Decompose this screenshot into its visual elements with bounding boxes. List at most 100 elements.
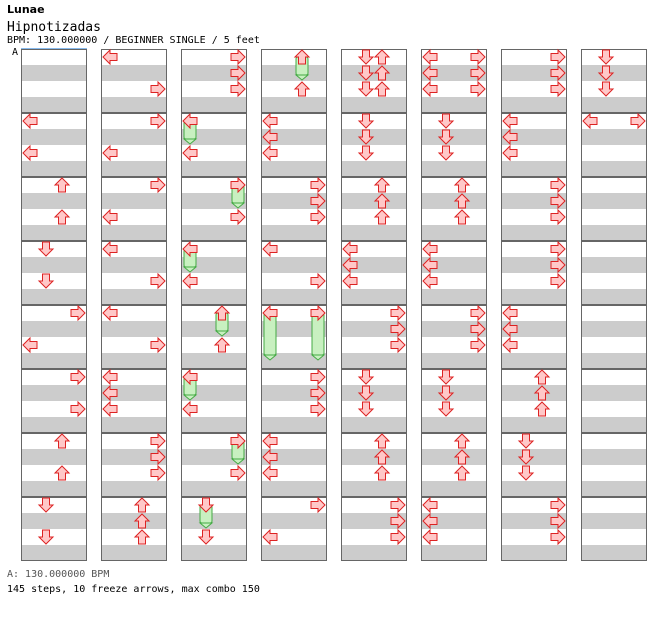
- right-arrow-icon: [550, 272, 566, 290]
- artist-name: Lunae: [7, 3, 45, 16]
- down-arrow-icon: [357, 113, 375, 129]
- up-arrow-icon: [453, 449, 471, 465]
- measure-7-3: [581, 241, 647, 305]
- measure-0-1: [21, 113, 87, 177]
- right-arrow-icon: [390, 304, 406, 322]
- measure-3-0: [261, 49, 327, 113]
- left-arrow-icon: [182, 144, 198, 162]
- measure-7-5: [581, 369, 647, 433]
- measure-6-6: [501, 433, 567, 497]
- measure-1-0: [101, 49, 167, 113]
- measure-3-7: [261, 497, 327, 561]
- freeze-arrow-tail: [294, 74, 310, 81]
- up-arrow-icon: [53, 465, 71, 481]
- left-arrow-icon: [262, 112, 278, 130]
- right-arrow-icon: [310, 192, 326, 210]
- measure-2-1: [181, 113, 247, 177]
- measure-3-4: [261, 305, 327, 369]
- right-arrow-icon: [390, 336, 406, 354]
- left-arrow-icon: [262, 528, 278, 546]
- measure-4-2: [341, 177, 407, 241]
- right-arrow-icon: [390, 496, 406, 514]
- left-arrow-icon: [502, 336, 518, 354]
- right-arrow-icon: [70, 368, 86, 386]
- right-arrow-icon: [150, 432, 166, 450]
- up-arrow-icon: [373, 209, 391, 225]
- up-arrow-icon: [373, 49, 391, 65]
- left-arrow-icon: [582, 112, 598, 130]
- freeze-arrow-tail: [230, 202, 246, 209]
- right-arrow-icon: [550, 240, 566, 258]
- left-arrow-icon: [182, 400, 198, 418]
- left-arrow-icon: [262, 464, 278, 482]
- measure-5-1: [421, 113, 487, 177]
- left-arrow-icon: [422, 48, 438, 66]
- song-title: Hipnotizadas: [7, 20, 101, 35]
- left-arrow-icon: [342, 240, 358, 258]
- measure-1-3: [101, 241, 167, 305]
- left-arrow-icon: [262, 304, 278, 322]
- measure-7-2: [581, 177, 647, 241]
- right-arrow-icon: [470, 336, 486, 354]
- measure-0-2: [21, 177, 87, 241]
- left-arrow-icon: [262, 144, 278, 162]
- left-arrow-icon: [262, 128, 278, 146]
- left-arrow-icon: [102, 368, 118, 386]
- right-arrow-icon: [230, 48, 246, 66]
- right-arrow-icon: [550, 48, 566, 66]
- right-arrow-icon: [230, 64, 246, 82]
- right-arrow-icon: [550, 528, 566, 546]
- left-arrow-icon: [102, 240, 118, 258]
- left-arrow-icon: [422, 64, 438, 82]
- down-arrow-icon: [597, 65, 615, 81]
- down-arrow-icon: [357, 369, 375, 385]
- right-arrow-icon: [470, 304, 486, 322]
- measure-0-0: [21, 49, 87, 113]
- down-arrow-icon: [357, 49, 375, 65]
- up-arrow-icon: [373, 449, 391, 465]
- chart-info: BPM: 130.000000 / BEGINNER SINGLE / 5 fe…: [7, 35, 260, 46]
- measure-1-7: [101, 497, 167, 561]
- left-arrow-icon: [262, 432, 278, 450]
- measure-2-6: [181, 433, 247, 497]
- right-arrow-icon: [310, 384, 326, 402]
- up-arrow-icon: [53, 177, 71, 193]
- right-arrow-icon: [550, 496, 566, 514]
- measure-2-4: [181, 305, 247, 369]
- freeze-arrow-tail: [310, 354, 326, 361]
- up-arrow-icon: [453, 465, 471, 481]
- right-arrow-icon: [230, 176, 246, 194]
- up-arrow-icon: [533, 385, 551, 401]
- down-arrow-icon: [37, 241, 55, 257]
- down-arrow-icon: [357, 145, 375, 161]
- left-arrow-icon: [422, 512, 438, 530]
- left-arrow-icon: [102, 400, 118, 418]
- right-arrow-icon: [150, 336, 166, 354]
- right-arrow-icon: [310, 400, 326, 418]
- down-arrow-icon: [437, 129, 455, 145]
- left-arrow-icon: [422, 496, 438, 514]
- down-arrow-icon: [517, 433, 535, 449]
- right-arrow-icon: [310, 496, 326, 514]
- right-arrow-icon: [470, 320, 486, 338]
- right-arrow-icon: [390, 320, 406, 338]
- right-arrow-icon: [550, 176, 566, 194]
- right-arrow-icon: [70, 400, 86, 418]
- down-arrow-icon: [197, 529, 215, 545]
- down-arrow-icon: [357, 129, 375, 145]
- up-arrow-icon: [453, 209, 471, 225]
- up-arrow-icon: [533, 369, 551, 385]
- right-arrow-icon: [550, 64, 566, 82]
- measure-4-1: [341, 113, 407, 177]
- right-arrow-icon: [390, 528, 406, 546]
- measure-0-6: [21, 433, 87, 497]
- left-arrow-icon: [502, 304, 518, 322]
- left-arrow-icon: [182, 240, 198, 258]
- freeze-arrow-tail: [182, 394, 198, 401]
- measure-5-5: [421, 369, 487, 433]
- up-arrow-icon: [533, 401, 551, 417]
- right-arrow-icon: [230, 208, 246, 226]
- measure-1-1: [101, 113, 167, 177]
- up-arrow-icon: [133, 529, 151, 545]
- right-arrow-icon: [150, 272, 166, 290]
